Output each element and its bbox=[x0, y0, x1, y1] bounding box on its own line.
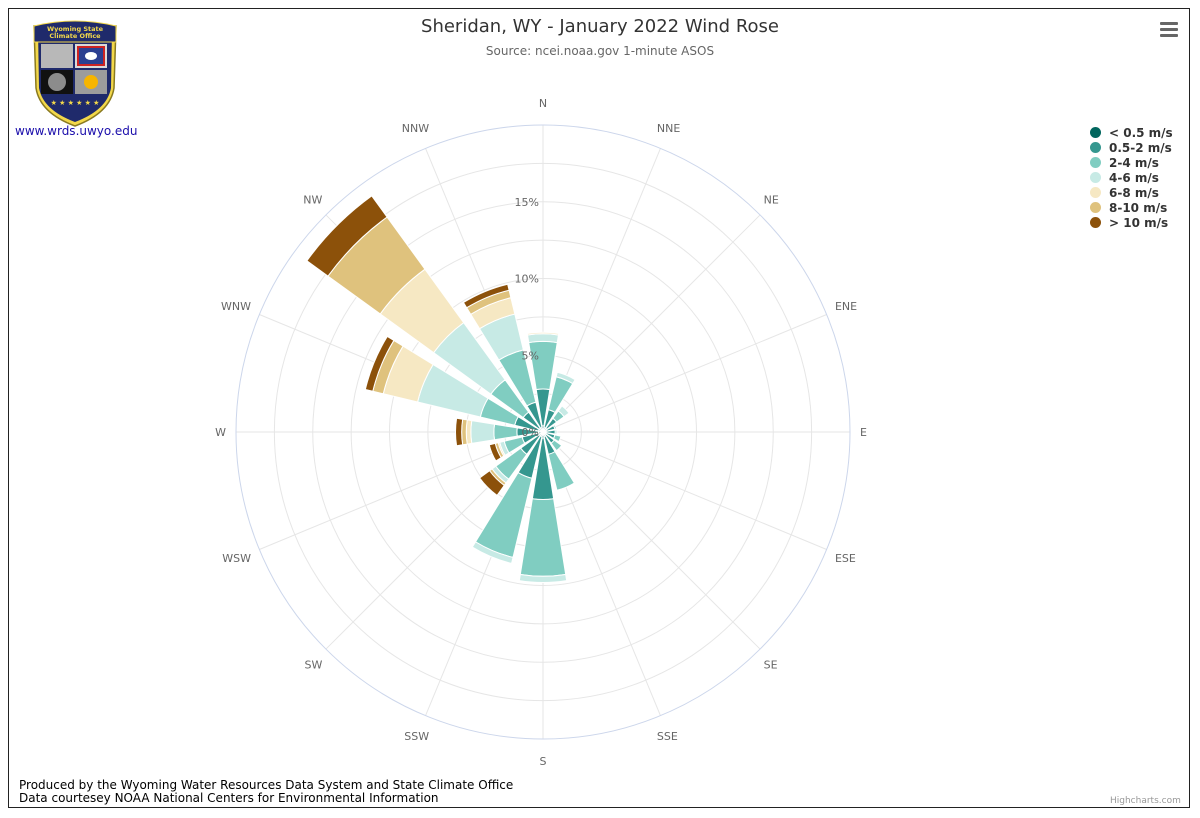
wind-bar-e[interactable] bbox=[554, 429, 558, 435]
outer-axis-circle bbox=[235, 124, 851, 740]
direction-label-n: N bbox=[539, 97, 547, 110]
wind-bar-ne[interactable] bbox=[557, 405, 570, 418]
wind-bar-nne[interactable] bbox=[555, 371, 576, 385]
direction-label-sse: SSE bbox=[657, 730, 678, 743]
wind-bar-w[interactable] bbox=[455, 417, 464, 447]
y-tick-label: 10% bbox=[515, 273, 539, 286]
legend-label: > 10 m/s bbox=[1109, 215, 1169, 230]
legend-marker-icon bbox=[1090, 172, 1101, 183]
svg-text:★ ★ ★ ★ ★ ★: ★ ★ ★ ★ ★ ★ bbox=[51, 99, 100, 107]
spoke-line bbox=[542, 431, 761, 650]
legend-marker-icon bbox=[1090, 127, 1101, 138]
legend-label: 6-8 m/s bbox=[1109, 185, 1159, 200]
y-tick-label: 15% bbox=[515, 196, 539, 209]
legend-label: 4-6 m/s bbox=[1109, 170, 1159, 185]
wind-bar-w[interactable] bbox=[470, 420, 496, 444]
direction-label-ne: NE bbox=[764, 193, 779, 206]
climate-office-logo: Wyoming State Climate Office ★ ★ ★ ★ ★ ★ bbox=[33, 20, 117, 127]
direction-label-nne: NNE bbox=[657, 122, 680, 135]
chart-container bbox=[8, 8, 1190, 808]
credits-line-1: Produced by the Wyoming Water Resources … bbox=[19, 778, 514, 792]
site-link[interactable]: www.wrds.uwyo.edu bbox=[15, 124, 138, 138]
legend-marker-icon bbox=[1090, 217, 1101, 228]
legend-marker-icon bbox=[1090, 187, 1101, 198]
direction-label-ene: ENE bbox=[835, 300, 857, 313]
direction-label-w: W bbox=[215, 426, 226, 439]
direction-label-s: S bbox=[540, 755, 547, 768]
spoke-line bbox=[542, 214, 761, 433]
wind-bar-sse[interactable] bbox=[547, 450, 576, 491]
y-tick-label: 0% bbox=[522, 426, 539, 439]
wind-bar-s[interactable] bbox=[519, 498, 567, 577]
legend-item[interactable]: < 0.5 m/s bbox=[1090, 125, 1173, 140]
wind-bar-se[interactable] bbox=[550, 439, 563, 452]
wind-bar-w[interactable] bbox=[493, 423, 518, 441]
legend-label: < 0.5 m/s bbox=[1109, 125, 1173, 140]
direction-label-ssw: SSW bbox=[404, 730, 429, 743]
legend-item[interactable]: 2-4 m/s bbox=[1090, 155, 1173, 170]
direction-label-wnw: WNW bbox=[221, 300, 251, 313]
credits-line-2: Data courtesey NOAA National Centers for… bbox=[19, 791, 439, 805]
wind-bar-sw[interactable] bbox=[478, 470, 505, 497]
wind-bar-ssw[interactable] bbox=[471, 541, 514, 564]
wind-bar-n[interactable] bbox=[526, 331, 560, 336]
legend-item[interactable]: 6-8 m/s bbox=[1090, 185, 1173, 200]
legend-marker-icon bbox=[1090, 202, 1101, 213]
direction-label-se: SE bbox=[764, 659, 778, 672]
spoke-line bbox=[542, 314, 827, 433]
direction-label-e: E bbox=[860, 426, 867, 439]
wind-bar-s[interactable] bbox=[518, 573, 568, 583]
svg-text:Wyoming State: Wyoming State bbox=[47, 25, 104, 33]
legend-item[interactable]: 8-10 m/s bbox=[1090, 200, 1173, 215]
direction-label-ese: ESE bbox=[835, 552, 856, 565]
legend-label: 8-10 m/s bbox=[1109, 200, 1168, 215]
wind-bar-ene[interactable] bbox=[552, 424, 558, 430]
wind-bar-n[interactable] bbox=[526, 333, 560, 344]
wind-bar-nw[interactable] bbox=[306, 195, 388, 277]
chart-title: Sheridan, WY - January 2022 Wind Rose bbox=[421, 16, 779, 37]
legend-label: 0.5-2 m/s bbox=[1109, 140, 1172, 155]
direction-label-nw: NW bbox=[303, 193, 322, 206]
wind-bar-ese[interactable] bbox=[552, 434, 562, 443]
svg-text:Climate Office: Climate Office bbox=[49, 32, 101, 40]
legend-marker-icon bbox=[1090, 142, 1101, 153]
direction-label-sw: SW bbox=[305, 659, 323, 672]
direction-label-nnw: NNW bbox=[402, 122, 429, 135]
legend-label: 2-4 m/s bbox=[1109, 155, 1159, 170]
wind-bar-wnw[interactable] bbox=[364, 335, 395, 392]
legend-marker-icon bbox=[1090, 157, 1101, 168]
chart-subtitle: Source: ncei.noaa.gov 1-minute ASOS bbox=[485, 44, 715, 58]
spoke-line bbox=[542, 431, 827, 550]
hamburger-menu-icon[interactable] bbox=[1160, 22, 1178, 38]
highcharts-credit[interactable]: Highcharts.com bbox=[1110, 796, 1181, 806]
legend-item[interactable]: 0.5-2 m/s bbox=[1090, 140, 1173, 155]
legend-item[interactable]: 4-6 m/s bbox=[1090, 170, 1173, 185]
y-tick-label: 5% bbox=[522, 349, 539, 362]
legend: < 0.5 m/s 0.5-2 m/s 2-4 m/s 4-6 m/s 6-8 m/s 8… bbox=[1090, 125, 1173, 230]
legend-item[interactable]: > 10 m/s bbox=[1090, 215, 1173, 230]
wind-bar-wsw[interactable] bbox=[488, 442, 502, 462]
direction-label-wsw: WSW bbox=[222, 552, 251, 565]
wind-bar-nnw[interactable] bbox=[462, 283, 510, 309]
